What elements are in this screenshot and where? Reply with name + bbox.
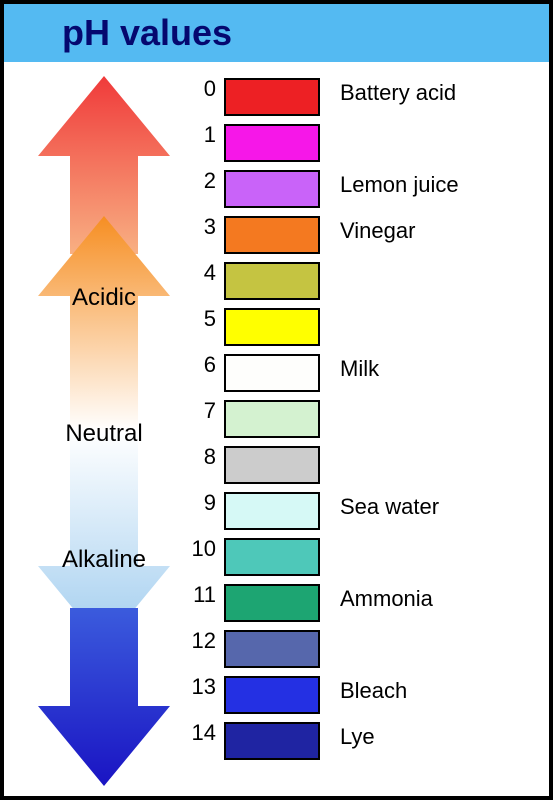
label-acidic: Acidic	[38, 284, 170, 312]
ph-example	[320, 628, 340, 632]
ph-example: Vinegar	[320, 214, 415, 244]
ph-swatch	[224, 262, 320, 300]
ph-example: Battery acid	[320, 76, 456, 106]
label-alkaline: Alkaline	[38, 546, 170, 574]
ph-number: 4	[186, 260, 224, 286]
ph-swatch	[224, 722, 320, 760]
ph-number: 14	[186, 720, 224, 746]
ph-row: 3 Vinegar	[186, 214, 526, 260]
ph-row: 5	[186, 306, 526, 352]
arrow-acidic-mid	[38, 216, 170, 431]
ph-row: 0 Battery acid	[186, 76, 526, 122]
ph-example	[320, 122, 340, 126]
ph-row: 7	[186, 398, 526, 444]
ph-number: 12	[186, 628, 224, 654]
ph-number: 5	[186, 306, 224, 332]
ph-swatch	[224, 630, 320, 668]
arrows-column: Acidic Neutral Alkaline	[38, 76, 170, 776]
ph-example: Bleach	[320, 674, 407, 704]
ph-swatch	[224, 584, 320, 622]
ph-number: 1	[186, 122, 224, 148]
ph-swatch	[224, 446, 320, 484]
label-neutral: Neutral	[38, 420, 170, 448]
page-title: pH values	[62, 12, 232, 54]
ph-swatch	[224, 538, 320, 576]
ph-number: 7	[186, 398, 224, 424]
ph-row: 4	[186, 260, 526, 306]
ph-number: 0	[186, 76, 224, 102]
ph-swatch	[224, 308, 320, 346]
ph-swatch	[224, 124, 320, 162]
ph-swatch	[224, 676, 320, 714]
ph-example	[320, 444, 340, 448]
ph-number: 9	[186, 490, 224, 516]
ph-row: 14 Lye	[186, 720, 526, 766]
ph-chart-frame: pH values	[0, 0, 553, 800]
ph-example: Sea water	[320, 490, 439, 520]
arrow-alkaline-bottom	[38, 608, 170, 786]
ph-swatch	[224, 354, 320, 392]
ph-number: 6	[186, 352, 224, 378]
ph-swatch	[224, 400, 320, 438]
ph-row: 9 Sea water	[186, 490, 526, 536]
ph-row: 1	[186, 122, 526, 168]
ph-example	[320, 260, 340, 264]
ph-row: 6 Milk	[186, 352, 526, 398]
ph-example	[320, 398, 340, 402]
ph-row: 13 Bleach	[186, 674, 526, 720]
ph-swatch	[224, 78, 320, 116]
ph-example: Lemon juice	[320, 168, 459, 198]
ph-row: 8	[186, 444, 526, 490]
ph-row: 12	[186, 628, 526, 674]
ph-scale-column: 0Battery acid12Lemon juice3Vinegar456Mil…	[186, 76, 526, 766]
ph-swatch	[224, 216, 320, 254]
ph-row: 2 Lemon juice	[186, 168, 526, 214]
ph-example	[320, 306, 340, 310]
ph-number: 13	[186, 674, 224, 700]
ph-example: Lye	[320, 720, 375, 750]
ph-swatch	[224, 170, 320, 208]
ph-example: Milk	[320, 352, 379, 382]
ph-number: 8	[186, 444, 224, 470]
ph-row: 10	[186, 536, 526, 582]
ph-number: 3	[186, 214, 224, 240]
chart-content: Acidic Neutral Alkaline 0Battery acid12L…	[4, 62, 549, 796]
header-bar: pH values	[4, 4, 549, 62]
ph-number: 10	[186, 536, 224, 562]
ph-row: 11 Ammonia	[186, 582, 526, 628]
ph-example	[320, 536, 340, 540]
ph-swatch	[224, 492, 320, 530]
ph-number: 2	[186, 168, 224, 194]
ph-number: 11	[186, 582, 224, 608]
ph-example: Ammonia	[320, 582, 433, 612]
